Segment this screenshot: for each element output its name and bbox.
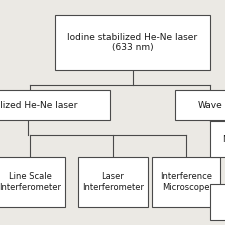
FancyBboxPatch shape <box>0 157 65 207</box>
Text: I: I <box>224 198 225 207</box>
FancyBboxPatch shape <box>210 184 225 220</box>
FancyBboxPatch shape <box>152 157 220 207</box>
Text: Iodine stabilized He-Ne laser
(633 nm): Iodine stabilized He-Ne laser (633 nm) <box>68 33 198 52</box>
FancyBboxPatch shape <box>210 121 225 157</box>
Text: Laser
Interferometer: Laser Interferometer <box>82 172 144 192</box>
FancyBboxPatch shape <box>78 157 148 207</box>
Text: Line Scale
Interferometer: Line Scale Interferometer <box>0 172 61 192</box>
FancyBboxPatch shape <box>55 15 210 70</box>
Text: Wave: Wave <box>198 101 222 110</box>
Text: N: N <box>222 135 225 144</box>
Text: Interference
Microscope: Interference Microscope <box>160 172 212 192</box>
FancyBboxPatch shape <box>0 90 110 120</box>
FancyBboxPatch shape <box>175 90 225 120</box>
Text: stabilized He-Ne laser: stabilized He-Ne laser <box>0 101 77 110</box>
